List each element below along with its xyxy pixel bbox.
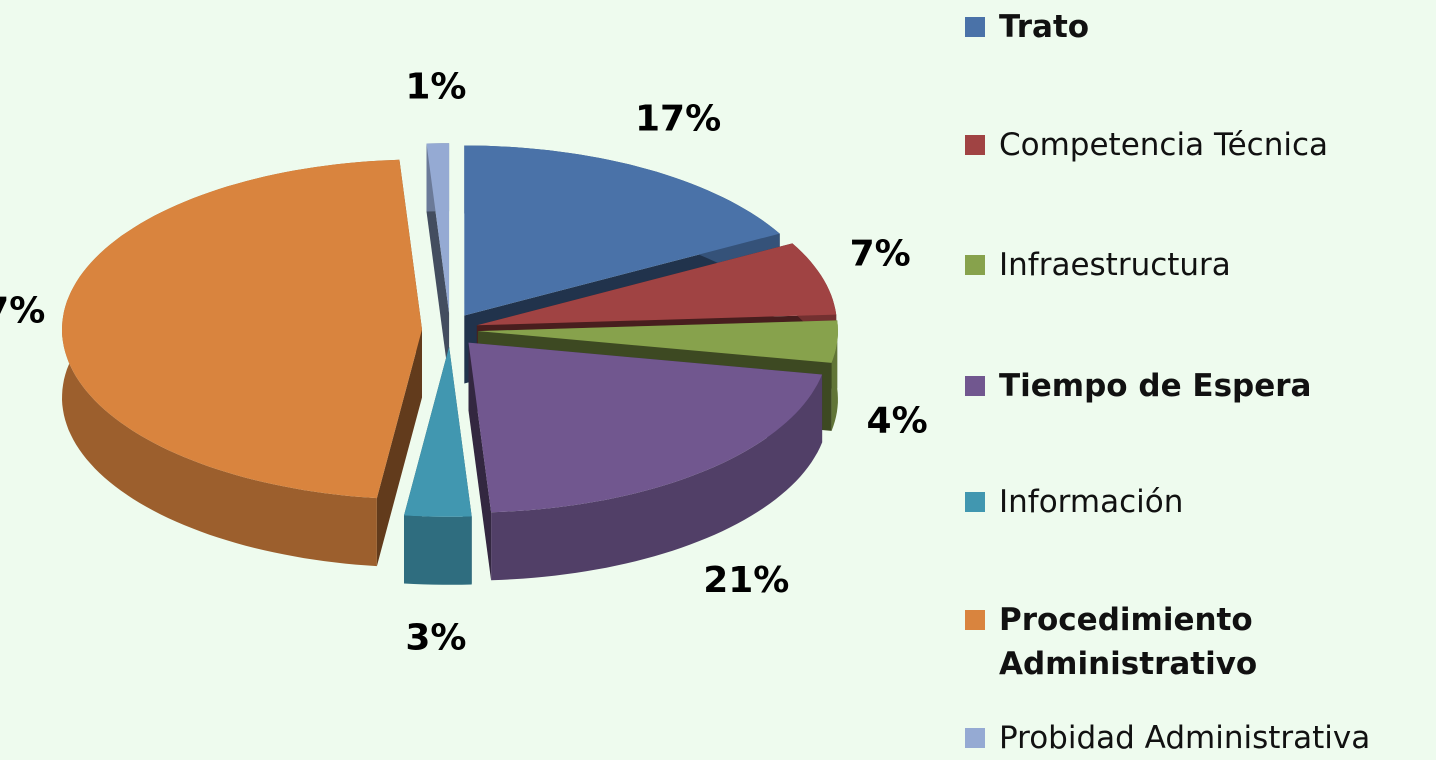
legend-label: Infraestructura [999,247,1231,283]
legend-swatch [965,610,985,630]
legend-swatch [965,492,985,512]
legend-swatch [965,17,985,37]
slice-top [62,159,422,499]
slice-wall [376,329,422,567]
legend-item: Competencia Técnica [963,123,1419,167]
slice-side [491,374,823,581]
legend-label: Información [999,484,1184,520]
slice-top [468,342,823,513]
legend-label: Probidad Administrativa [999,720,1371,756]
legend-label: Trato [999,9,1090,45]
data-label: 1% [405,66,466,107]
data-label: 3% [405,618,466,659]
legend-label: Procedimiento Administrativo [999,602,1258,682]
legend-item: Infraestructura [963,243,1419,287]
slice-top [404,346,472,517]
legend-swatch [965,255,985,275]
legend-label: Competencia Técnica [999,127,1329,163]
slice-top [464,145,780,316]
legend-item: Información [963,480,1419,524]
data-label: 47% [0,291,45,332]
data-label: 4% [867,401,928,442]
slice [62,159,422,567]
slice-wall [468,342,492,581]
slice-side [404,515,472,585]
chart: 17% 7% 4% 21% 3% 47% 1% [0,66,928,659]
slice-top [426,143,450,314]
legend-swatch [965,376,985,396]
slice [426,143,450,382]
slice-top [477,320,838,363]
legend-swatch [965,135,985,155]
data-label: 21% [703,560,789,601]
legend-item: Probidad Administrativa [963,716,1419,760]
legend-item: Tiempo de Espera [963,364,1419,408]
data-label: 7% [850,233,911,274]
slice [468,342,823,581]
legend-item: Trato [963,5,1419,49]
data-label: 17% [635,99,721,140]
legend-item: Procedimiento Administrativo [963,598,1419,686]
slice-side [831,320,838,431]
slice-top [476,243,837,326]
legend: Trato Competencia Técnica Infraestructura T… [963,0,1423,758]
legend-swatch [965,728,985,748]
slice [404,346,472,585]
legend-label: Tiempo de Espera [999,368,1312,404]
